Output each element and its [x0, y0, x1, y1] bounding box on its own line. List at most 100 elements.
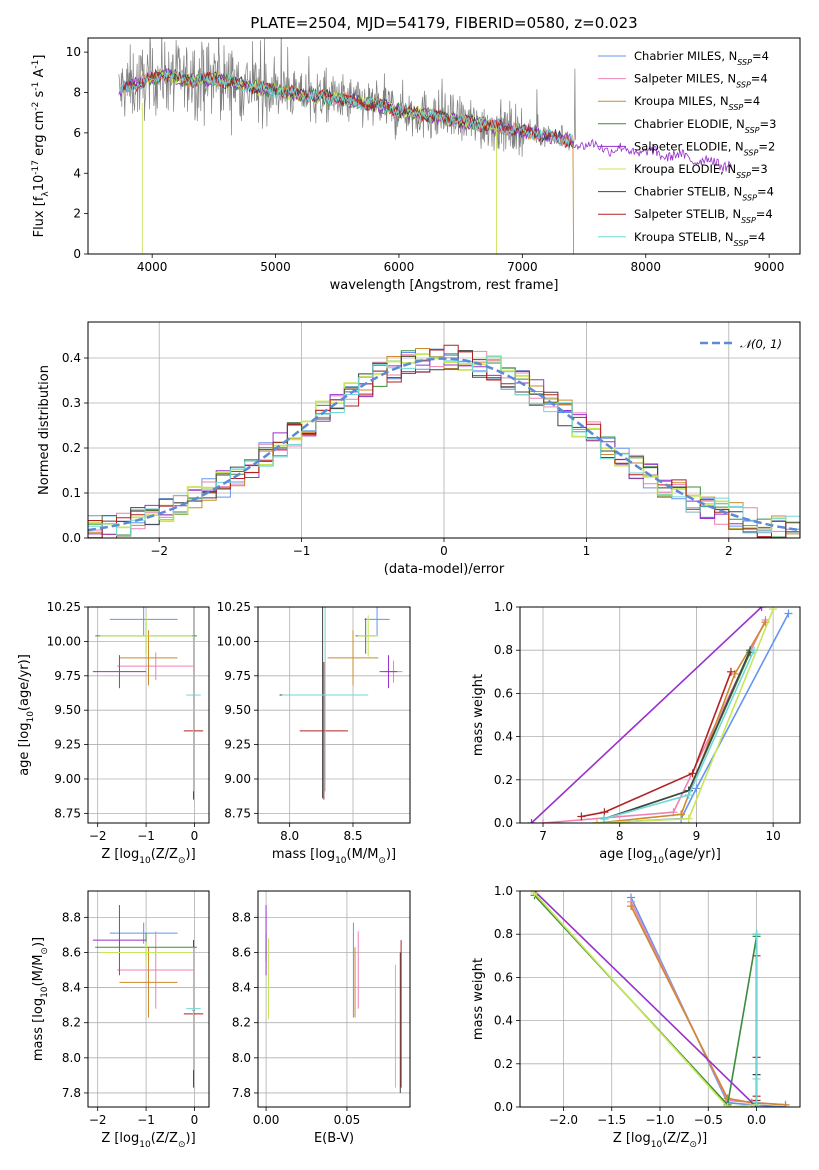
plot-area [118, 38, 733, 254]
y-tick-label: 0 [73, 247, 81, 261]
mass-weight-marker [600, 814, 609, 823]
mass-weight-marker [688, 769, 697, 778]
y-tick-label: 0.1 [62, 486, 81, 500]
panel-massweight-vs-age: 7 8 9 10 0.0 0.2 0.4 0.6 0.8 1.0 age [log10(age/yr… [471, 600, 801, 866]
x-tick-label: 9 [693, 829, 701, 843]
plot-area [527, 607, 793, 823]
mass-weight-line [533, 891, 758, 1107]
y-tick-label: 0.8 [494, 927, 513, 941]
legend-entry: Salpeter ELODIE, NSSP=2 [634, 139, 775, 157]
y-axis-label: Normed distribution [37, 365, 52, 495]
y-tick-label: 2 [73, 207, 81, 221]
x-tick-label: 7000 [507, 260, 538, 274]
y-axis-label: age [log10(age/yr)] [17, 654, 36, 776]
x-tick-label: 8 [616, 829, 624, 843]
x-axis-label: Z [log10(Z/Z⊙)] [101, 847, 195, 866]
x-tick-label: 0 [191, 1113, 199, 1127]
y-tick-label: 8.4 [62, 981, 81, 995]
plot-area [92, 607, 204, 800]
x-axis-label: mass [log10(M/M⊙)] [272, 847, 396, 866]
mass-weight-marker [677, 810, 686, 819]
y-tick-label: 10.25 [47, 600, 81, 614]
legend-entry: Chabrier STELIB, NSSP=4 [634, 185, 774, 203]
mass-weight-marker [530, 891, 539, 898]
y-tick-label: 1.0 [494, 884, 513, 898]
x-tick-label: −1.5 [597, 1113, 626, 1127]
y-tick-label: 1.0 [494, 600, 513, 614]
mass-weight-marker [752, 1098, 761, 1107]
y-tick-label: 0.2 [494, 1057, 513, 1071]
mass-weight-marker [527, 819, 536, 823]
mass-weight-marker [692, 784, 701, 793]
y-tick-label: 0.6 [494, 970, 513, 984]
y-tick-label: 8.6 [62, 945, 81, 959]
y-tick-label: 8.75 [54, 806, 81, 820]
x-tick-label: 5000 [260, 260, 291, 274]
x-tick-label: 6000 [384, 260, 415, 274]
x-tick-label: 8.0 [280, 829, 299, 843]
legend-entry: Kroupa STELIB, NSSP=4 [634, 230, 765, 248]
x-axis-label: age [log10(age/yr)] [599, 847, 721, 866]
mass-weight-line [530, 607, 763, 823]
mass-weight-marker [757, 607, 766, 611]
y-tick-label: 0.3 [62, 396, 81, 410]
x-tick-label: −1 [293, 544, 311, 558]
mass-weight-marker [726, 667, 735, 676]
y-tick-label: 0.0 [494, 1100, 513, 1114]
legend-entry: Chabrier MILES, NSSP=4 [634, 49, 769, 67]
panel-age-vs-mass: 8.0 8.5 8.75 9.00 9.25 9.50 9.75 10.00 10.25 mass… [217, 600, 411, 866]
legend-spectrum: Chabrier MILES, NSSP=4 Salpeter MILES, NS… [598, 49, 776, 247]
x-axis-label: wavelength [Angstrom, rest frame] [330, 278, 559, 293]
x-tick-label: −1.0 [645, 1113, 674, 1127]
y-tick-label: 0.2 [494, 773, 513, 787]
legend-entry: Salpeter MILES, NSSP=4 [634, 72, 768, 90]
y-tick-label: 9.00 [54, 772, 81, 786]
y-tick-label: 0.8 [494, 643, 513, 657]
y-tick-label: 0.0 [494, 816, 513, 830]
mass-weight-marker [752, 1074, 761, 1083]
y-axis-label: mass weight [471, 958, 486, 1040]
y-tick-label: 8.6 [232, 945, 251, 959]
y-tick-label: 4 [73, 166, 81, 180]
y-tick-label: 7.8 [232, 1086, 251, 1100]
y-tick-label: 8.2 [232, 1016, 251, 1030]
axes-frame [519, 890, 801, 1108]
x-tick-label: 0 [440, 544, 448, 558]
plot-area [279, 607, 403, 800]
y-tick-label: 9.75 [54, 669, 81, 683]
y-tick-label: 8.75 [224, 806, 251, 820]
y-tick-label: 9.50 [224, 703, 251, 717]
legend-entry: Kroupa ELODIE, NSSP=3 [634, 162, 768, 180]
y-tick-label: 8.8 [232, 910, 251, 924]
x-tick-label: 0.05 [334, 1113, 361, 1127]
y-tick-label: 0.4 [62, 351, 81, 365]
legend-entry: Kroupa MILES, NSSP=4 [634, 94, 760, 112]
axes-frame [87, 37, 801, 255]
y-tick-label: 10.00 [47, 634, 81, 648]
x-tick-label: −2 [150, 544, 168, 558]
plot-area [92, 905, 204, 1088]
y-tick-label: 10 [66, 45, 81, 59]
y-tick-label: 8 [73, 86, 81, 100]
y-axis-label: Flux [fλ10-17 erg cm-2 s-1 A-1] [31, 55, 51, 238]
mass-weight-marker [539, 819, 548, 823]
y-tick-label: 0.4 [494, 730, 513, 744]
axes-frame [87, 606, 210, 824]
panel-residuals: −2 −1 0 1 2 0.0 0.1 0.2 0.3 0.4 𝒩(0, 1) (data-model… [37, 321, 801, 577]
x-tick-label: 10 [766, 829, 781, 843]
mass-weight-marker [684, 814, 693, 823]
panel-mass-vs-Z: −2 −1 0 7.8 8.0 8.2 8.4 8.6 8.8 Z [log10(Z/Z⊙)] ma… [31, 890, 210, 1150]
legend-normal: 𝒩(0, 1) [740, 337, 782, 351]
model-edge [572, 147, 575, 254]
x-axis-label: (data-model)/error [384, 562, 505, 577]
panel-spectrum: 4000 5000 6000 7000 8000 9000 0 2 4 6 8 10 Chabrier … [31, 37, 801, 293]
axes-frame [519, 606, 801, 824]
legend-entry: Salpeter STELIB, NSSP=4 [634, 207, 773, 225]
x-tick-label: 9000 [754, 260, 785, 274]
mass-weight-marker [784, 609, 793, 618]
x-tick-label: 4000 [137, 260, 168, 274]
data-spectrum [118, 38, 576, 157]
x-axis-label: Z [log10(Z/Z⊙)] [101, 1131, 195, 1150]
y-tick-label: 0.4 [494, 1014, 513, 1028]
